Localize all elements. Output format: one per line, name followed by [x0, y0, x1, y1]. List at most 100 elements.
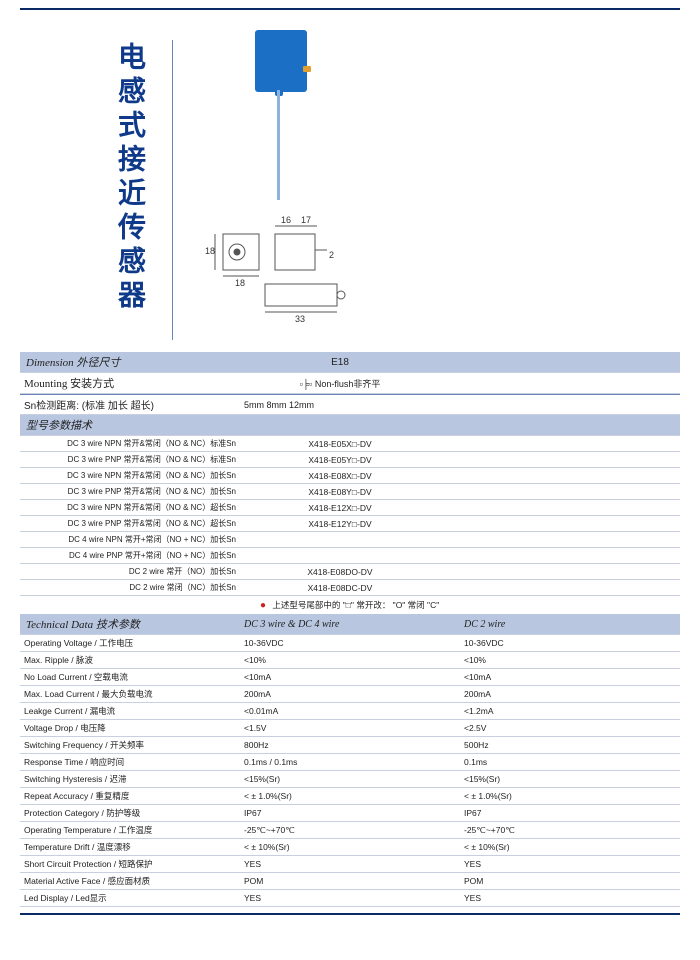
- tech-val-b: 200mA: [460, 686, 680, 703]
- tech-param: Temperature Drift / 温度漂移: [20, 839, 240, 856]
- tech-val-b: YES: [460, 856, 680, 873]
- tech-header: Technical Data 技术参数: [20, 614, 240, 634]
- bottom-rule: [20, 913, 680, 915]
- model-code: X418-E05Y□-DV: [240, 452, 440, 468]
- table-row: Response Time / 响应时间0.1ms / 0.1ms0.1ms: [20, 754, 680, 771]
- mounting-row: Mounting 安装方式 ▫╞▫ Non-flush非齐平: [20, 373, 680, 394]
- table-row: DC 3 wire PNP 常开&常闭（NO & NC）超长SnX418-E12…: [20, 516, 680, 532]
- tech-val-b: IP67: [460, 805, 680, 822]
- model-note-text: 上述型号尾部中的 "□" 常开改： "O" 常闭 "C": [272, 600, 439, 610]
- model-desc: DC 3 wire NPN 常开&常闭（NO & NC）加长Sn: [20, 468, 240, 484]
- tech-val-a: IP67: [240, 805, 460, 822]
- table-row: Max. Load Current / 最大负载电流200mA200mA: [20, 686, 680, 703]
- tech-param: Operating Voltage / 工作电压: [20, 635, 240, 652]
- sensor-cable-icon: [277, 90, 280, 200]
- tech-param: Short Circuit Protection / 短路保护: [20, 856, 240, 873]
- dim-t: 2: [329, 250, 334, 260]
- tech-param: Switching Frequency / 开关频率: [20, 737, 240, 754]
- tech-param: Max. Load Current / 最大负载电流: [20, 686, 240, 703]
- tech-param: No Load Current / 空载电流: [20, 669, 240, 686]
- tech-val-a: <0.01mA: [240, 703, 460, 720]
- tech-val-a: <15%(Sr): [240, 771, 460, 788]
- table-row: DC 4 wire PNP 常开+常闭（NO + NC）加长Sn: [20, 548, 680, 564]
- table-row: DC 3 wire NPN 常开&常闭（NO & NC）超长SnX418-E12…: [20, 500, 680, 516]
- dimension-drawing: 16 17 18 18 33 2: [205, 206, 415, 326]
- hero-section: 电感式接近传感器: [20, 22, 680, 352]
- sn-value: 5mm 8mm 12mm: [240, 398, 440, 412]
- model-desc: DC 3 wire NPN 常开&常闭（NO & NC）超长Sn: [20, 500, 240, 516]
- table-row: DC 3 wire NPN 常开&常闭（NO & NC）标准SnX418-E05…: [20, 436, 680, 452]
- table-row: Short Circuit Protection / 短路保护YESYES: [20, 856, 680, 873]
- tech-val-a: < ± 10%(Sr): [240, 839, 460, 856]
- tech-param: Repeat Accuracy / 重复精度: [20, 788, 240, 805]
- tech-val-b: 10-36VDC: [460, 635, 680, 652]
- dimension-value: E18: [305, 355, 375, 370]
- dimension-header-label: Dimension 外径尺寸: [20, 352, 240, 372]
- model-code: X418-E08DO-DV: [240, 564, 440, 580]
- model-desc: DC 2 wire 常闭（NC）加长Sn: [20, 580, 240, 596]
- model-desc: DC 4 wire NPN 常开+常闭（NO + NC）加长Sn: [20, 532, 240, 548]
- tech-val-a: -25℃~+70℃: [240, 822, 460, 839]
- tech-val-b: < ± 10%(Sr): [460, 839, 680, 856]
- table-row: Led Display / Led显示YESYES: [20, 890, 680, 907]
- tech-param: Led Display / Led显示: [20, 890, 240, 907]
- sensor-led-icon: [303, 66, 311, 72]
- table-row: DC 3 wire PNP 常开&常闭（NO & NC）加长SnX418-E08…: [20, 484, 680, 500]
- tech-header-row: Technical Data 技术参数 DC 3 wire & DC 4 wir…: [20, 614, 680, 635]
- tech-val-a: YES: [240, 890, 460, 907]
- tech-val-a: <10mA: [240, 669, 460, 686]
- tech-param: Max. Ripple / 脉波: [20, 652, 240, 669]
- tech-val-a: 0.1ms / 0.1ms: [240, 754, 460, 771]
- mounting-label: Mounting 安装方式: [20, 373, 240, 393]
- tech-col3: DC 2 wire: [460, 617, 660, 632]
- model-code: X418-E08DC-DV: [240, 580, 440, 596]
- tech-table: Operating Voltage / 工作电压10-36VDC10-36VDC…: [20, 635, 680, 907]
- tech-val-b: POM: [460, 873, 680, 890]
- table-row: Leakge Current / 漏电流<0.01mA<1.2mA: [20, 703, 680, 720]
- nonflush-icon: ▫╞▫: [300, 379, 315, 389]
- sn-label: Sn检测距离: (标准 加长 超长): [20, 395, 240, 414]
- table-row: No Load Current / 空载电流<10mA<10mA: [20, 669, 680, 686]
- dim-w1: 16: [281, 215, 291, 225]
- sensor-body-icon: [255, 30, 307, 92]
- tech-val-b: <2.5V: [460, 720, 680, 737]
- tech-val-a: YES: [240, 856, 460, 873]
- model-desc: DC 3 wire PNP 常开&常闭（NO & NC）超长Sn: [20, 516, 240, 532]
- model-code: X418-E05X□-DV: [240, 436, 440, 452]
- tech-param: Protection Category / 防护等级: [20, 805, 240, 822]
- table-row: Protection Category / 防护等级IP67IP67: [20, 805, 680, 822]
- model-desc: DC 3 wire NPN 常开&常闭（NO & NC）标准Sn: [20, 436, 240, 452]
- tech-val-b: <1.2mA: [460, 703, 680, 720]
- table-row: Material Active Face / 感应面材质POMPOM: [20, 873, 680, 890]
- model-code: [240, 548, 440, 564]
- tech-val-b: 0.1ms: [460, 754, 680, 771]
- tech-param: Material Active Face / 感应面材质: [20, 873, 240, 890]
- tech-val-b: -25℃~+70℃: [460, 822, 680, 839]
- top-rule: [20, 8, 680, 10]
- table-row: Temperature Drift / 温度漂移< ± 10%(Sr)< ± 1…: [20, 839, 680, 856]
- model-header: 型号参数描术: [20, 415, 240, 435]
- table-row: DC 2 wire 常开（NO）加长SnX418-E08DO-DV: [20, 564, 680, 580]
- table-row: Operating Temperature / 工作温度-25℃~+70℃-25…: [20, 822, 680, 839]
- product-figure: 16 17 18 18 33 2: [195, 22, 415, 332]
- sn-row: Sn检测距离: (标准 加长 超长) 5mm 8mm 12mm: [20, 394, 680, 415]
- table-row: Switching Hysteresis / 迟滞<15%(Sr)<15%(Sr…: [20, 771, 680, 788]
- tech-col2: DC 3 wire & DC 4 wire: [240, 617, 460, 632]
- vertical-divider: [172, 40, 173, 340]
- model-code: X418-E08Y□-DV: [240, 484, 440, 500]
- table-row: Switching Frequency / 开关频率800Hz500Hz: [20, 737, 680, 754]
- tech-val-b: <10mA: [460, 669, 680, 686]
- tech-val-a: 800Hz: [240, 737, 460, 754]
- tech-val-b: 500Hz: [460, 737, 680, 754]
- tech-val-a: <10%: [240, 652, 460, 669]
- model-table: DC 3 wire NPN 常开&常闭（NO & NC）标准SnX418-E05…: [20, 436, 680, 596]
- table-row: DC 3 wire NPN 常开&常闭（NO & NC）加长SnX418-E08…: [20, 468, 680, 484]
- dim-h2: 18: [235, 278, 245, 288]
- tech-val-a: <1.5V: [240, 720, 460, 737]
- model-desc: DC 3 wire PNP 常开&常闭（NO & NC）加长Sn: [20, 484, 240, 500]
- mounting-value: ▫╞▫ Non-flush非齐平: [240, 375, 440, 392]
- model-code: [240, 532, 440, 548]
- model-header-row: 型号参数描术: [20, 415, 680, 436]
- tech-val-a: POM: [240, 873, 460, 890]
- table-row: DC 4 wire NPN 常开+常闭（NO + NC）加长Sn: [20, 532, 680, 548]
